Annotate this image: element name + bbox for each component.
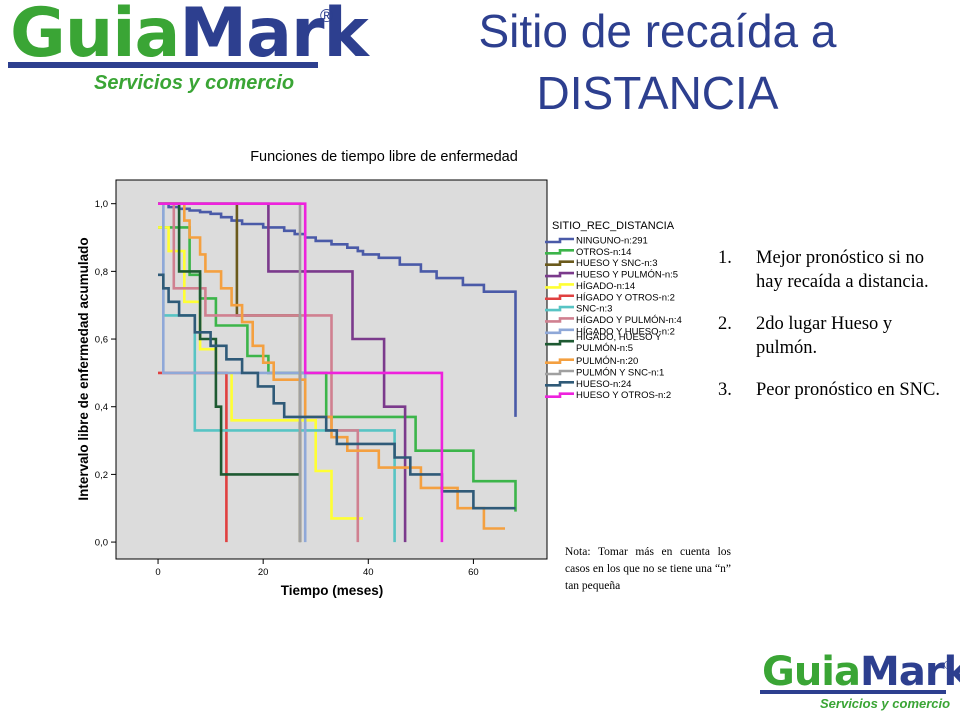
x-axis-label: Tiempo (meses) [281, 583, 384, 598]
legend-label: HÍGADO, HUESO Y PULMÓN-n:5 [576, 332, 662, 354]
legend-label: HÍGADO-n:14 [576, 281, 635, 292]
legend-swatch [545, 317, 574, 323]
series-line-10 [158, 202, 505, 530]
legend-label: HUESO Y PULMÓN-n:5 [576, 270, 678, 281]
legend-label: NINGUNO-n:291 [576, 236, 648, 247]
logo-tagline: Servicios y comercio [94, 72, 295, 94]
legend-label: HÍGADO Y PULMÓN-n:4 [576, 315, 682, 326]
legend-label: HÍGADO Y OTROS-n:2 [576, 292, 675, 303]
series-line-3 [158, 202, 407, 543]
logo-underline [8, 62, 318, 68]
legend-swatch [545, 294, 574, 301]
series-line-13 [158, 202, 444, 543]
finding-text: 2do lugar Hueso y pulmón. [756, 314, 893, 358]
y-tick-label: 0,0 [95, 538, 108, 549]
x-tick-label: 40 [363, 567, 374, 578]
legend-swatch [545, 283, 574, 289]
legend-label: SNC-n:3 [576, 304, 612, 315]
legend-swatch [545, 328, 574, 335]
logo-wordmark: GuiaMark [10, 0, 369, 73]
legend-label: HÍGADO Y HUESO-n:2 [576, 326, 675, 337]
legend-label: HUESO Y SNC-n:3 [576, 258, 657, 269]
logo-wordmark: GuiaMark [762, 649, 960, 695]
legend-label: PULMÓN-n:20 [576, 356, 638, 367]
legend-swatch [545, 305, 574, 312]
finding-item: 1. Mejor pronóstico si no hay recaída a d… [718, 246, 954, 294]
logo-tagline: Servicios y comercio [820, 696, 951, 711]
y-tick-label: 0,2 [95, 470, 108, 481]
y-tick-label: 1,0 [95, 199, 108, 210]
registered-mark: ® [944, 658, 953, 672]
legend-swatch [545, 249, 574, 255]
findings-list: 1. Mejor pronóstico si no hay recaída a d… [718, 246, 954, 420]
legend-swatch [545, 339, 574, 346]
finding-number: 3. [718, 380, 732, 400]
legend-title: SITIO_REC_DISTANCIA [552, 220, 675, 232]
chart-title: Funciones de tiempo libre de enfermedad [250, 149, 518, 165]
x-tick-label: 20 [258, 567, 269, 578]
x-tick-label: 60 [468, 567, 479, 578]
x-tick-label: 0 [155, 567, 160, 578]
legend-swatch [545, 358, 574, 364]
series-line-7 [158, 202, 360, 543]
finding-item: 3. Peor pronóstico en SNC. [718, 378, 954, 402]
legend-label: HUESO Y OTROS-n:2 [576, 390, 671, 401]
y-tick-label: 0,4 [95, 402, 108, 413]
legend-swatch [545, 392, 574, 398]
y-axis-label: Intervalo libre de enfermedad acumulado [76, 237, 91, 500]
legend-label: PULMÓN Y SNC-n:1 [576, 368, 664, 379]
y-tick-label: 0,8 [95, 267, 108, 278]
axis-ticks: 0 20 40 60 0,0 0,2 0,4 0,6 0,8 1,0 [95, 199, 479, 578]
finding-text: Peor pronóstico en SNC. [756, 380, 940, 400]
legend-swatch [545, 369, 574, 376]
registered-mark: ® [320, 6, 334, 26]
finding-text: Mejor pronóstico si no hay recaída a dis… [756, 248, 929, 292]
guiamark-logo-top: GuiaMark ® Servicios y comercio [8, 0, 369, 97]
footnote: Nota: Tomar más en cuenta los casos en l… [565, 546, 731, 592]
series-lines [158, 202, 517, 543]
logo-underline [760, 690, 946, 694]
finding-number: 2. [718, 314, 732, 334]
legend-swatch [545, 237, 574, 244]
finding-number: 1. [718, 248, 732, 268]
y-tick-label: 0,6 [95, 335, 108, 346]
legend-label: HUESO-n:24 [576, 379, 631, 390]
series-line-9 [158, 202, 300, 476]
legend-label: OTROS-n:14 [576, 247, 631, 258]
legend-swatch [545, 381, 574, 387]
finding-item: 2. 2do lugar Hueso y pulmón. [718, 312, 954, 360]
legend-swatch [545, 271, 574, 278]
guiamark-logo-bottom: GuiaMark ® Servicios y comercio [760, 649, 960, 720]
series-line-12 [158, 273, 516, 510]
legend-swatch [545, 260, 574, 266]
slide-title: Sitio de recaída a DISTANCIA [478, 5, 837, 119]
